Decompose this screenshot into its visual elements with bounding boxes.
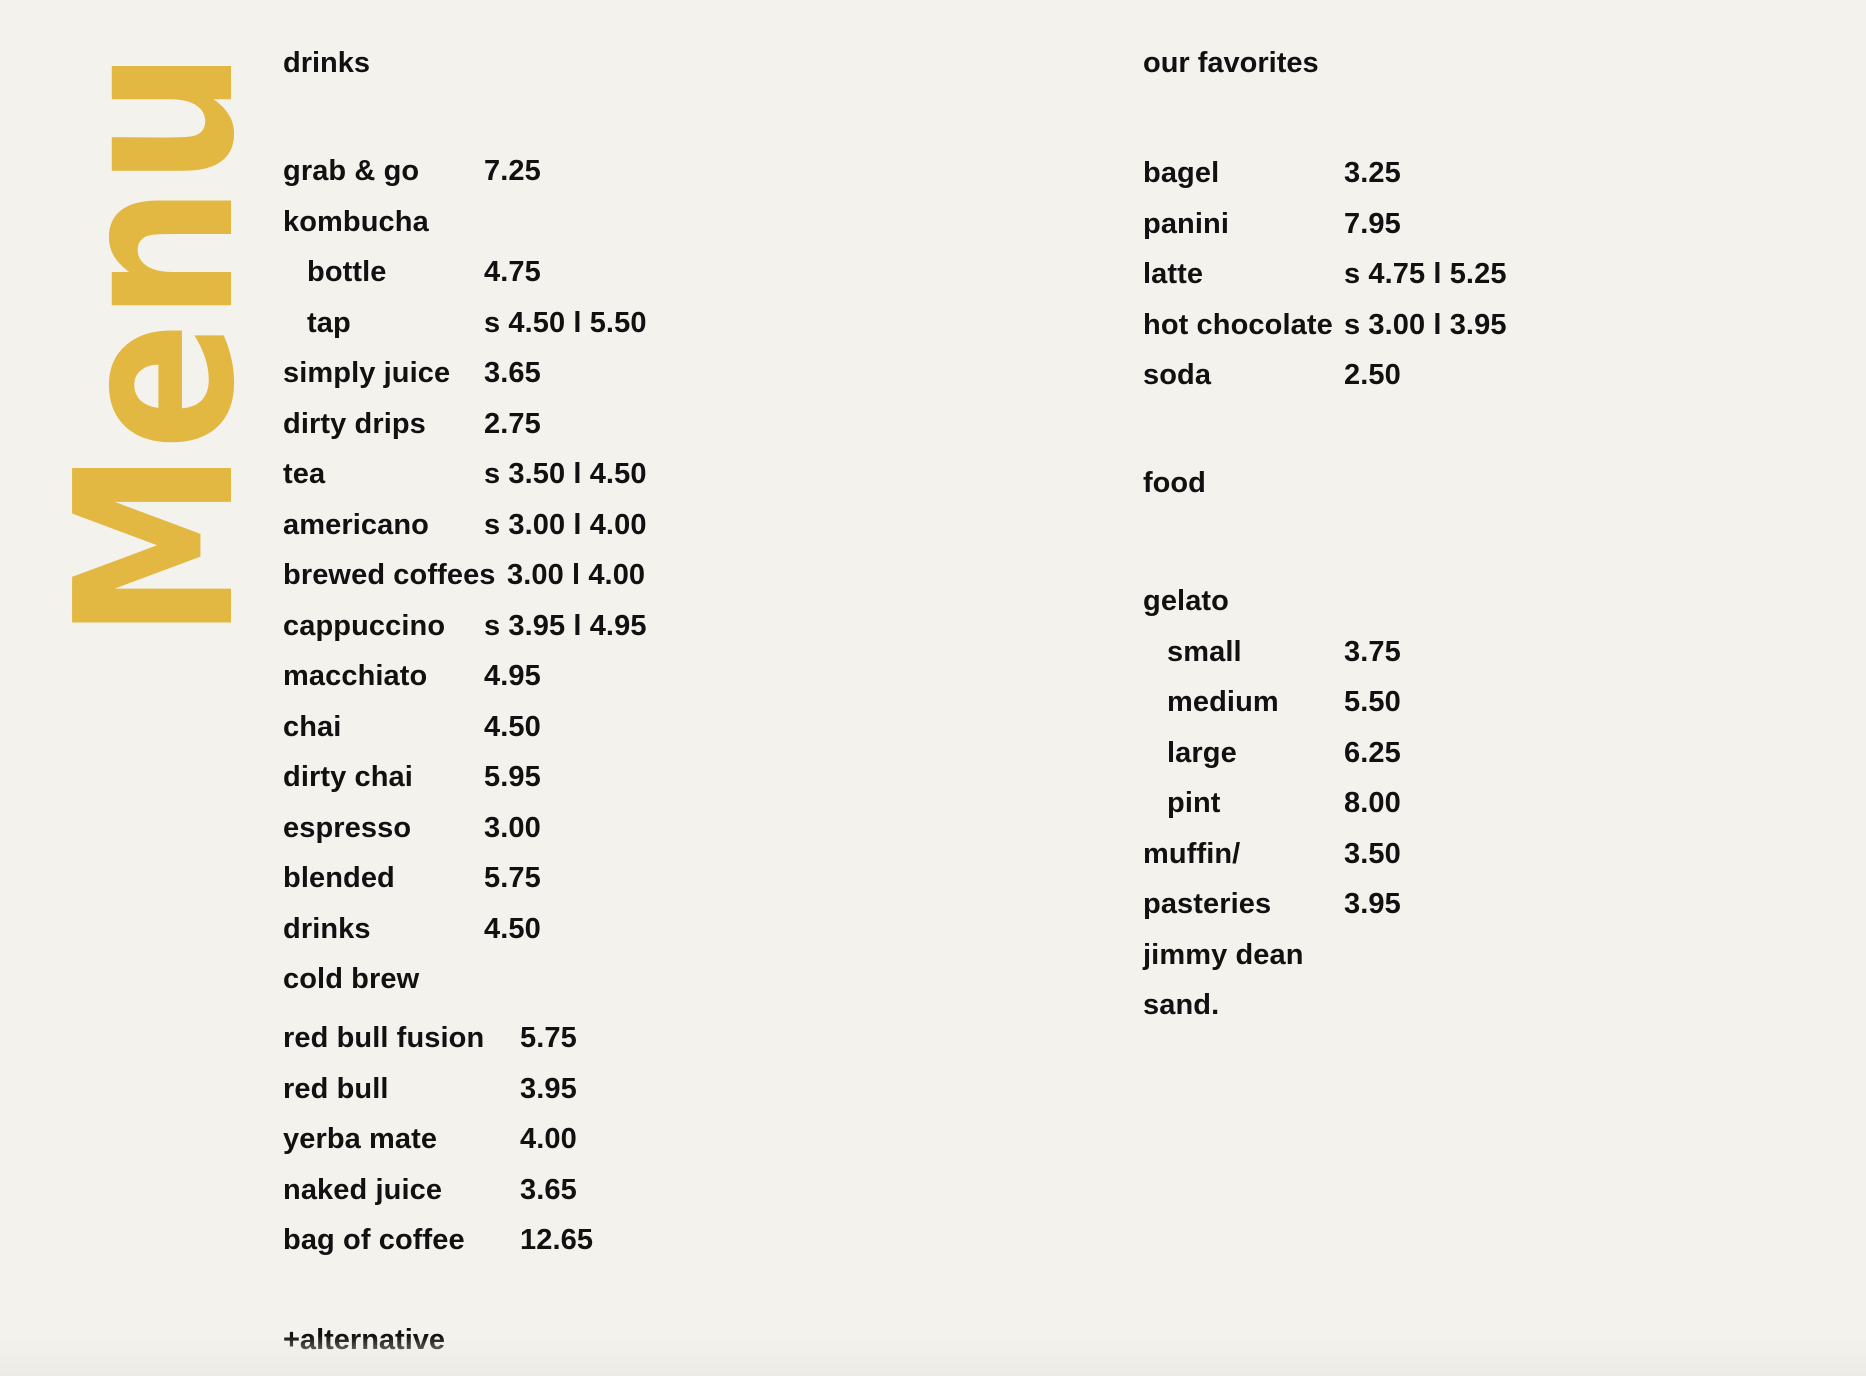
menu-item-price: s 3.00 l 4.00 [484,508,647,541]
menu-item-name: dirty drips [283,407,426,440]
menu-item-name: drinks [283,912,371,945]
menu-item-price: 3.75 [1344,635,1401,668]
menu-item-name: red bull fusion [283,1022,485,1054]
menu-item-price: 3.00 [484,811,541,844]
menu-item-price: 3.65 [484,357,541,389]
menu-item-name: medium [1167,686,1279,718]
menu-item-name: cold brew [283,963,420,995]
menu-item-price: 5.75 [520,1022,577,1054]
menu-title-text: Menu [34,50,254,640]
menu-item-name: naked juice [283,1173,443,1206]
menu-item-name: cappuccino [283,609,446,642]
menu-item-price: 4.50 [484,710,541,743]
menu-item-name: chai [283,710,342,743]
menu-item-price: 3.50 [1344,837,1401,870]
menu-item-price: 3.95 [1344,888,1401,920]
menu-item-name: soda [1143,359,1212,391]
menu-item-price: s 3.95 l 4.95 [484,609,647,642]
menu-item-name: americano [283,508,429,541]
menu-item-name: simply juice [283,357,451,389]
menu-item-price: 3.00 l 4.00 [507,559,646,591]
menu-item-price: 4.95 [484,660,541,692]
menu-item-price: 5.95 [484,761,541,793]
favorites-heading: our favorites [1143,47,1319,79]
menu-item-name: hot chocolate [1143,308,1333,341]
menu-item-price: 12.65 [520,1224,594,1256]
menu-item-name: panini [1143,207,1229,240]
drinks-heading: drinks [283,47,371,79]
menu-item-name: tea [283,458,326,490]
menu-item-price: s 4.75 l 5.25 [1344,258,1507,290]
food-heading: food [1143,467,1206,499]
menu-item-name: espresso [283,811,412,844]
menu-item-name: latte [1143,258,1204,290]
menu-item-price: 2.75 [484,407,541,440]
menu-item-name: large [1167,736,1237,769]
menu-item-price: 8.00 [1344,787,1401,819]
menu-item-name: blended [283,862,395,894]
menu-title: Menu [30,44,283,644]
menu-item-name: gelato [1143,585,1229,617]
menu-item-name: dirty chai [283,761,413,793]
menu-item-name: sand. [1143,989,1220,1021]
menu-item-name: bag of coffee [283,1224,465,1256]
menu-item-name: red bull [283,1072,389,1105]
menu-item-price: 4.50 [484,912,541,945]
menu-item-name: macchiato [283,660,428,692]
menu-item-price: 6.25 [1344,736,1401,769]
menu-item-price: 3.95 [520,1072,577,1105]
menu-title-graphic: Menu [30,50,283,640]
menu-item-name: small [1167,635,1242,668]
menu-item-name: muffin/ [1143,837,1241,870]
menu-item-price: 7.25 [484,155,541,187]
menu-item-name: brewed coffees [283,559,496,591]
menu-item-name: grab & go [283,155,420,187]
menu-item-price: 4.75 [484,256,541,288]
bottom-fade [0,1336,1866,1376]
menu-item-name: pint [1167,787,1221,819]
menu-item-name: bottle [307,256,387,288]
menu-item-price: 3.25 [1344,157,1401,189]
menu-item-price: 4.00 [520,1123,577,1155]
menu-item-price: 5.75 [484,862,541,894]
menu-item-price: 2.50 [1344,359,1401,391]
menu-item-price: 3.65 [520,1173,577,1206]
menu-item-name: pasteries [1143,888,1272,920]
menu-item-price: 7.95 [1344,207,1401,240]
menu-item-name: tap [307,306,351,339]
menu-item-price: 5.50 [1344,686,1401,718]
menu-item-name: kombucha [283,205,429,238]
menu-item-name: jimmy dean [1143,938,1304,971]
menu-item-price: s 3.00 l 3.95 [1344,308,1507,341]
menu-item-name: bagel [1143,157,1220,189]
menu-item-name: yerba mate [283,1123,438,1155]
menu-item-price: s 3.50 l 4.50 [484,458,647,490]
menu-item-price: s 4.50 l 5.50 [484,306,647,339]
